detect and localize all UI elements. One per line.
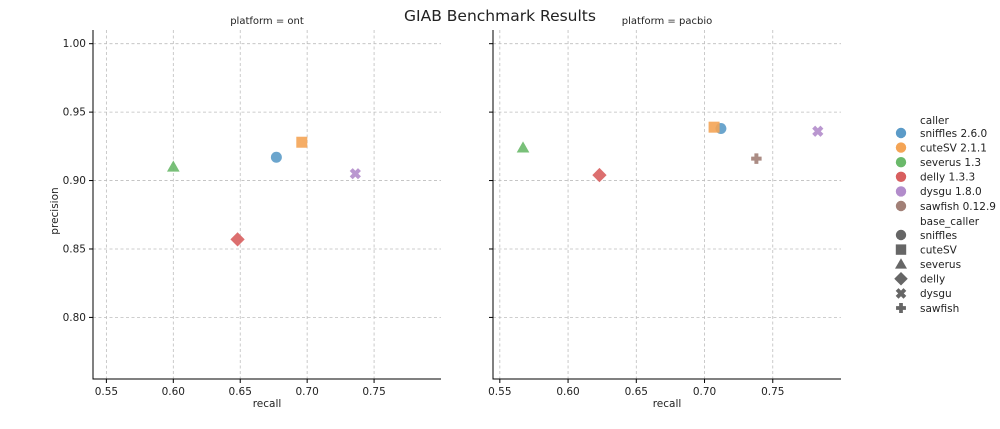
x-tick-label: 0.70 <box>295 386 318 398</box>
panel-title-pacbio: platform = pacbio <box>622 16 712 27</box>
figure-title: GIAB Benchmark Results <box>404 7 596 25</box>
y-axis-label: precision <box>49 187 61 234</box>
legend-marker-caller <box>895 186 907 197</box>
legend-marker-triangle <box>895 258 907 269</box>
y-tick-label: 0.85 <box>63 243 86 255</box>
axis-spines <box>92 30 441 380</box>
y-tick-label: 0.80 <box>63 312 86 324</box>
legend-label-base-caller: cuteSV <box>920 244 958 256</box>
legend-label-base-caller: dysgu <box>920 288 952 300</box>
y-tick-label: 0.90 <box>63 175 86 187</box>
y-tick-label: 0.95 <box>63 107 86 119</box>
legend-label-base-caller: severus <box>920 259 961 271</box>
data-point-cuteSV <box>708 121 720 133</box>
x-axis-label-ont: recall <box>253 398 282 410</box>
x-tick-label: 0.75 <box>362 386 385 398</box>
x-tick-label: 0.60 <box>162 386 185 398</box>
legend-marker-caller <box>895 127 907 139</box>
x-tick-label: 0.65 <box>229 386 252 398</box>
legend-label-caller: severus 1.3 <box>920 157 981 169</box>
legend-label-base-caller: sawfish <box>920 303 959 315</box>
plot-area-pacbio: 0.55 0.60 0.65 0.70 0.75 <box>488 30 841 398</box>
legend-label-base-caller: delly <box>920 274 945 286</box>
panel-title-ont: platform = ont <box>230 16 304 27</box>
legend-base-caller-entries: sniffles cuteSV severus delly dysgu sawfish <box>894 229 961 315</box>
panel-pacbio: platform = pacbio 0.55 0.60 0.65 0.70 0.75 r… <box>488 16 841 410</box>
data-point-sawfish <box>751 153 762 164</box>
legend-marker-caller <box>895 157 907 168</box>
data-point-sniffles <box>270 151 282 163</box>
x-tick-label: 0.75 <box>761 386 784 398</box>
panel-ont: platform = ont 0.55 0.60 0.65 0.70 0.750.800… <box>49 16 441 410</box>
data-point-severus <box>166 160 180 172</box>
legend: caller sniffles 2.6.0 cuteSV 2.1.1 severus… <box>894 115 996 315</box>
x-tick-label: 0.70 <box>693 386 716 398</box>
x-tick-label: 0.55 <box>95 386 118 398</box>
axis-spines <box>492 30 841 380</box>
data-point-dysgu <box>812 125 824 137</box>
data-point-delly <box>592 167 607 183</box>
data-point-cuteSV <box>296 136 308 148</box>
legend-base-caller-title: base_caller <box>920 216 980 228</box>
legend-label-caller: sniffles 2.6.0 <box>920 128 987 140</box>
legend-marker-caller <box>895 171 907 182</box>
legend-marker-square <box>895 244 907 255</box>
legend-marker-plus <box>896 303 906 313</box>
x-tick-label: 0.60 <box>556 386 579 398</box>
legend-marker-caller <box>895 200 907 212</box>
legend-caller-entries: sniffles 2.6.0 cuteSV 2.1.1 severus 1.3 del… <box>895 127 996 213</box>
x-tick-label: 0.55 <box>488 386 511 398</box>
x-axis-label-pacbio: recall <box>653 398 682 410</box>
legend-label-caller: delly 1.3.3 <box>920 172 975 184</box>
plot-area-ont: 0.55 0.60 0.65 0.70 0.75 0.80 0.85 0.90 0.95 1.00 <box>63 30 441 398</box>
legend-caller-title: caller <box>920 115 950 127</box>
data-point-dysgu <box>349 168 361 180</box>
x-tick-label: 0.65 <box>625 386 648 398</box>
data-point-severus <box>516 141 530 153</box>
legend-label-base-caller: sniffles <box>920 230 957 242</box>
legend-marker-diamond <box>894 272 908 286</box>
y-tick-label: 1.00 <box>63 38 86 50</box>
legend-marker-x <box>895 288 907 299</box>
legend-label-caller: sawfish 0.12.9 <box>920 201 996 213</box>
legend-label-caller: cuteSV 2.1.1 <box>920 142 987 154</box>
legend-label-caller: dysgu 1.8.0 <box>920 186 982 198</box>
data-point-delly <box>230 232 245 247</box>
legend-marker-caller <box>895 142 907 153</box>
legend-marker-circle <box>895 229 907 241</box>
